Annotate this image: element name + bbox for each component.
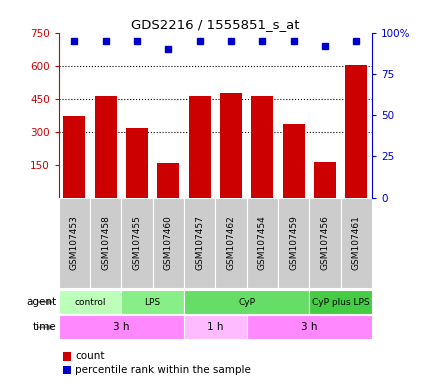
Text: count: count <box>75 351 105 361</box>
Text: time: time <box>33 322 56 333</box>
Bar <box>251 96 273 198</box>
Bar <box>220 93 241 198</box>
Text: GSM107462: GSM107462 <box>226 215 235 270</box>
Bar <box>188 96 210 198</box>
Text: 3 h: 3 h <box>300 322 317 333</box>
Bar <box>309 290 371 314</box>
Bar <box>126 128 148 198</box>
Bar <box>59 290 121 314</box>
Bar <box>184 290 309 314</box>
Bar <box>215 198 246 288</box>
Text: GSM107458: GSM107458 <box>101 215 110 270</box>
Text: agent: agent <box>26 297 56 307</box>
Text: GSM107460: GSM107460 <box>164 215 172 270</box>
Text: GSM107453: GSM107453 <box>70 215 79 270</box>
Bar <box>313 162 335 198</box>
Bar <box>340 198 371 288</box>
Text: 1 h: 1 h <box>207 322 223 333</box>
Text: GSM107455: GSM107455 <box>132 215 141 270</box>
Title: GDS2216 / 1555851_s_at: GDS2216 / 1555851_s_at <box>131 18 299 31</box>
Text: GSM107454: GSM107454 <box>257 215 266 270</box>
Bar <box>345 65 366 198</box>
Text: GSM107459: GSM107459 <box>289 215 297 270</box>
Bar <box>63 116 85 198</box>
Bar <box>59 315 184 339</box>
Text: GSM107461: GSM107461 <box>351 215 360 270</box>
Text: control: control <box>74 298 105 306</box>
Bar <box>59 198 90 288</box>
Text: CyP plus LPS: CyP plus LPS <box>311 298 368 306</box>
Bar <box>184 198 215 288</box>
Bar <box>246 198 277 288</box>
Bar <box>282 124 304 198</box>
Bar <box>184 315 246 339</box>
Bar <box>309 198 340 288</box>
Text: GSM107457: GSM107457 <box>195 215 204 270</box>
Text: percentile rank within the sample: percentile rank within the sample <box>75 365 250 375</box>
Text: CyP: CyP <box>237 298 255 306</box>
Bar <box>157 162 179 198</box>
Bar <box>90 198 121 288</box>
Bar <box>152 198 184 288</box>
Bar <box>246 315 371 339</box>
Text: LPS: LPS <box>144 298 161 306</box>
Bar <box>121 290 184 314</box>
Bar <box>95 96 116 198</box>
Bar <box>121 198 152 288</box>
Text: GSM107456: GSM107456 <box>320 215 329 270</box>
Text: 3 h: 3 h <box>113 322 129 333</box>
Bar <box>277 198 309 288</box>
